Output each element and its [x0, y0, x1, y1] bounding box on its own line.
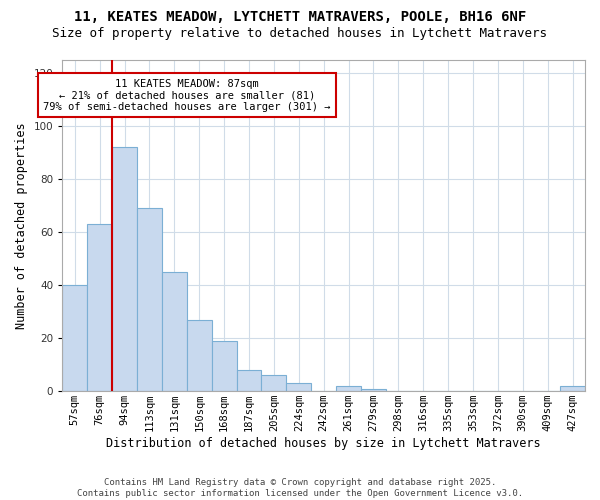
Y-axis label: Number of detached properties: Number of detached properties — [15, 122, 28, 329]
Bar — [361, 388, 386, 391]
Bar — [336, 386, 361, 391]
Text: Contains HM Land Registry data © Crown copyright and database right 2025.
Contai: Contains HM Land Registry data © Crown c… — [77, 478, 523, 498]
Text: Size of property relative to detached houses in Lytchett Matravers: Size of property relative to detached ho… — [53, 28, 548, 40]
Bar — [236, 370, 262, 391]
Text: 11, KEATES MEADOW, LYTCHETT MATRAVERS, POOLE, BH16 6NF: 11, KEATES MEADOW, LYTCHETT MATRAVERS, P… — [74, 10, 526, 24]
Bar — [87, 224, 112, 391]
Bar — [262, 376, 286, 391]
Bar — [560, 386, 585, 391]
Text: 11 KEATES MEADOW: 87sqm
← 21% of detached houses are smaller (81)
79% of semi-de: 11 KEATES MEADOW: 87sqm ← 21% of detache… — [43, 78, 331, 112]
Bar — [187, 320, 212, 391]
Bar — [62, 285, 87, 391]
Bar — [212, 341, 236, 391]
Bar — [286, 383, 311, 391]
Bar — [162, 272, 187, 391]
Bar — [112, 148, 137, 391]
X-axis label: Distribution of detached houses by size in Lytchett Matravers: Distribution of detached houses by size … — [106, 437, 541, 450]
Bar — [137, 208, 162, 391]
